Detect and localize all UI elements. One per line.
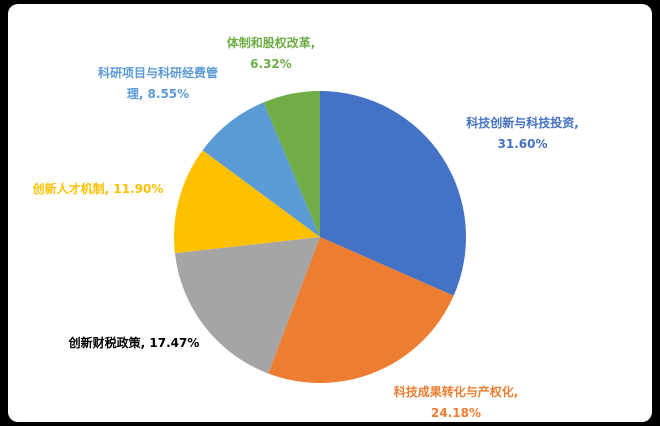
slice-label-tech-innovation-investment: 科技创新与科技投资, 31.60%: [450, 113, 595, 155]
slice-label-line: 创新人才机制, 11.90%: [32, 182, 164, 196]
slice-label-line: 创新财税政策, 17.47%: [68, 336, 200, 350]
pie-slice-4: [202, 102, 320, 237]
slice-label-line: 理, 8.55%: [126, 87, 190, 101]
pie-slice-1: [268, 237, 454, 383]
slice-label-talent-mechanism: 创新人才机制, 11.90%: [28, 179, 168, 200]
slice-label-line: 6.32%: [250, 57, 292, 71]
pie-slice-0: [320, 91, 467, 296]
pie-slice-2: [174, 237, 320, 374]
slice-label-line: 科研项目与科研经费管: [97, 66, 218, 80]
slice-label-research-funding-management: 科研项目与科研经费管 理, 8.55%: [86, 63, 230, 105]
pie-slice-3: [174, 150, 320, 254]
slice-label-system-equity-reform: 体制和股权改革, 6.32%: [212, 33, 330, 75]
slice-label-line: 科技成果转化与产权化,: [393, 385, 519, 399]
slice-label-achievement-transformation: 科技成果转化与产权化, 24.18%: [382, 382, 530, 424]
slice-label-line: 科技创新与科技投资,: [466, 116, 579, 130]
slice-label-line: 体制和股权改革,: [226, 36, 316, 50]
slice-label-line: 31.60%: [497, 137, 548, 151]
slice-label-fiscal-tax-policy: 创新财税政策, 17.47%: [58, 333, 210, 354]
pie-slice-5: [263, 91, 320, 237]
slice-label-line: 24.18%: [431, 406, 481, 420]
